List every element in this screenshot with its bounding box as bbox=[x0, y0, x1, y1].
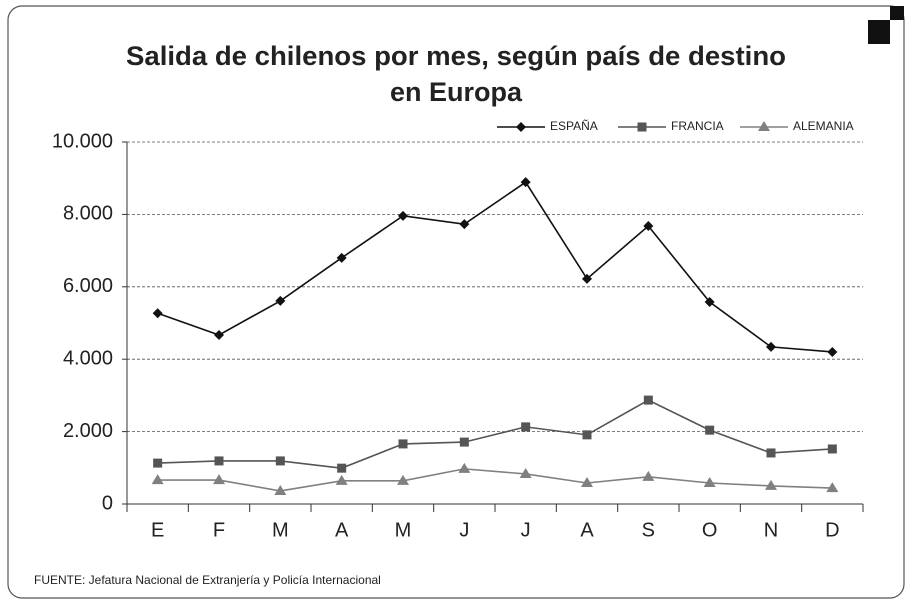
legend-label: ESPAÑA bbox=[550, 119, 598, 133]
marker bbox=[458, 462, 471, 473]
marker bbox=[214, 329, 224, 340]
marker bbox=[827, 444, 837, 454]
x-tick-label: D bbox=[825, 519, 839, 541]
marker bbox=[152, 308, 163, 319]
chart-title: en Europa bbox=[390, 77, 523, 107]
marker bbox=[337, 463, 347, 473]
marker bbox=[582, 430, 592, 440]
x-tick-label: O bbox=[702, 519, 718, 541]
x-tick-label: A bbox=[580, 519, 594, 541]
marker bbox=[521, 422, 531, 432]
deco-square bbox=[890, 6, 904, 20]
frame bbox=[7, 5, 905, 599]
marker bbox=[336, 252, 347, 263]
marker bbox=[398, 210, 408, 221]
marker bbox=[582, 273, 592, 284]
marker bbox=[397, 474, 409, 485]
series-line bbox=[157, 468, 833, 492]
marker bbox=[703, 477, 716, 488]
marker bbox=[213, 474, 225, 485]
x-tick-label: F bbox=[213, 519, 225, 541]
x-tick-label: N bbox=[764, 519, 778, 541]
marker bbox=[153, 458, 163, 468]
marker bbox=[151, 474, 164, 485]
y-tick-label: 6.000 bbox=[63, 275, 113, 297]
marker bbox=[826, 482, 839, 493]
x-tick-label: M bbox=[272, 519, 289, 541]
y-tick-label: 4.000 bbox=[63, 347, 113, 369]
marker bbox=[642, 470, 655, 481]
marker bbox=[274, 484, 287, 495]
marker bbox=[643, 395, 653, 405]
deco-square bbox=[868, 20, 890, 44]
x-tick-label: A bbox=[335, 519, 349, 541]
series-line bbox=[157, 181, 833, 353]
legend-label: ALEMANIA bbox=[793, 119, 854, 133]
marker bbox=[637, 122, 647, 132]
source-note: FUENTE: Jefatura Nacional de Extranjería… bbox=[34, 573, 381, 587]
marker bbox=[705, 425, 715, 435]
y-tick-label: 2.000 bbox=[63, 420, 113, 442]
x-tick-label: S bbox=[642, 519, 655, 541]
y-tick-label: 8.000 bbox=[63, 203, 113, 225]
marker bbox=[766, 448, 776, 458]
series-line bbox=[157, 399, 833, 469]
marker bbox=[335, 474, 348, 485]
chart-title: Salida de chilenos por mes, según país d… bbox=[126, 41, 786, 71]
marker bbox=[516, 122, 526, 132]
marker bbox=[459, 437, 469, 447]
marker bbox=[643, 220, 654, 231]
marker bbox=[398, 439, 408, 449]
marker bbox=[704, 297, 715, 308]
marker bbox=[581, 477, 593, 488]
marker bbox=[765, 479, 777, 490]
marker bbox=[214, 456, 224, 466]
marker bbox=[520, 177, 531, 188]
x-tick-label: M bbox=[395, 519, 412, 541]
marker bbox=[827, 346, 838, 357]
marker bbox=[758, 121, 770, 131]
y-tick-label: 0 bbox=[102, 492, 113, 514]
y-tick-label: 10.000 bbox=[52, 130, 113, 152]
x-tick-label: J bbox=[459, 519, 469, 541]
marker bbox=[459, 219, 470, 230]
x-tick-label: J bbox=[521, 519, 531, 541]
marker bbox=[766, 341, 776, 352]
marker bbox=[519, 467, 532, 478]
marker bbox=[275, 456, 285, 466]
marker bbox=[275, 295, 286, 306]
x-tick-label: E bbox=[151, 519, 164, 541]
legend-label: FRANCIA bbox=[671, 119, 724, 133]
